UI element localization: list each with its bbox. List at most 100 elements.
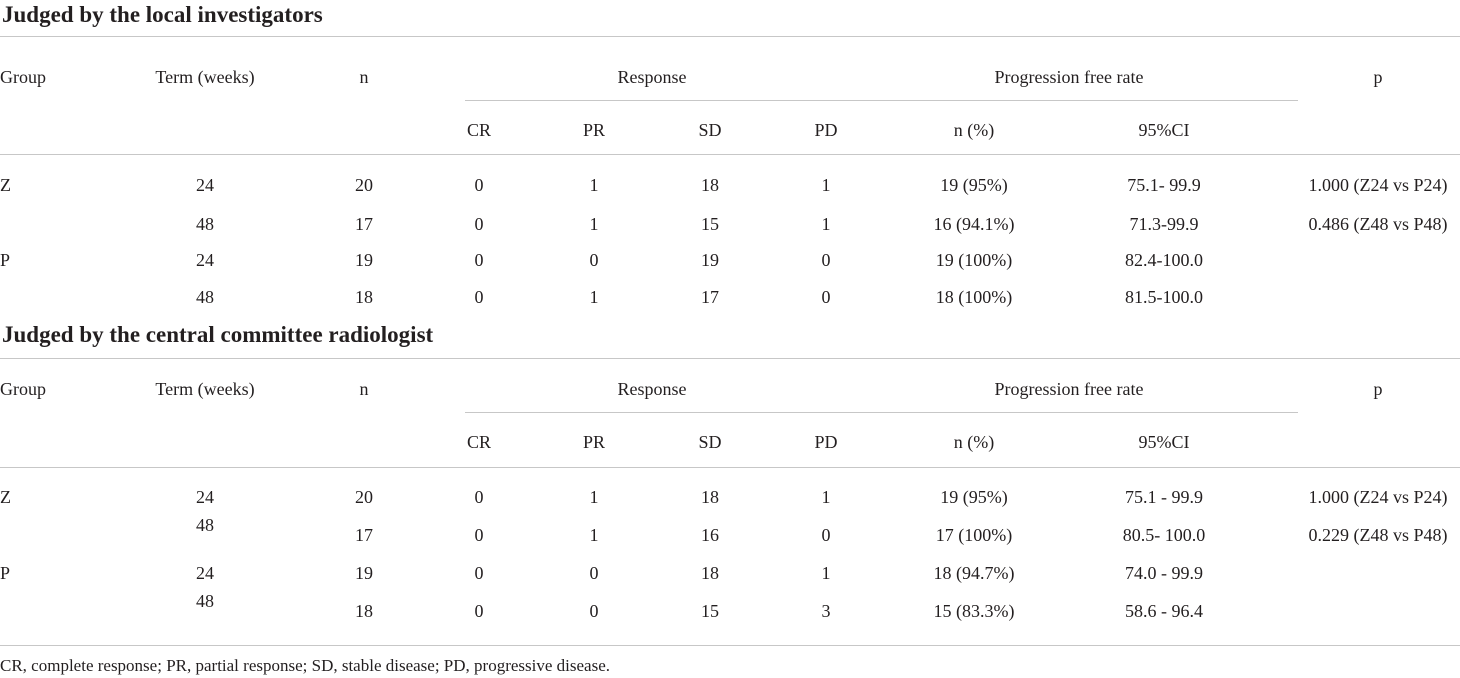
cell-cr: 0 [474, 250, 484, 270]
cell-group: P [0, 563, 11, 583]
cell-term: 48 [196, 515, 214, 535]
header-sd: SD [698, 432, 722, 452]
cell-pr: 1 [589, 287, 599, 307]
cell-n: 20 [355, 487, 373, 507]
cell-n-pct: 19 (100%) [935, 250, 1013, 270]
cell-n: 20 [355, 175, 373, 195]
header-bottom-rule [0, 154, 1460, 155]
header-pd: PD [814, 432, 838, 452]
cell-pd: 1 [821, 175, 831, 195]
cell-term: 24 [196, 487, 214, 507]
cell-sd: 18 [701, 563, 719, 583]
cell-cr: 0 [474, 487, 484, 507]
header-sd: SD [698, 120, 722, 140]
cell-sd: 18 [701, 175, 719, 195]
header-cr: CR [466, 432, 492, 452]
header-response: Response [617, 67, 687, 87]
cell-pd: 0 [821, 525, 831, 545]
header-group: Group [0, 67, 46, 87]
cell-cr: 0 [474, 601, 484, 621]
cell-pr: 0 [589, 563, 599, 583]
cell-n-pct: 18 (100%) [935, 287, 1013, 307]
cell-group: P [0, 250, 11, 270]
cell-ci: 75.1- 99.9 [1127, 175, 1201, 195]
cell-pd: 1 [821, 214, 831, 234]
table-footnote: CR, complete response; PR, partial respo… [0, 656, 610, 675]
cell-sd: 18 [701, 487, 719, 507]
cell-ci: 71.3-99.9 [1129, 214, 1199, 234]
cell-pr: 0 [589, 601, 599, 621]
cell-n: 19 [355, 563, 373, 583]
section-title: Judged by the local investigators [2, 2, 323, 27]
header-term: Term (weeks) [155, 379, 255, 399]
cell-ci: 74.0 - 99.9 [1125, 563, 1203, 583]
cell-pd: 0 [821, 250, 831, 270]
cell-cr: 0 [474, 214, 484, 234]
cell-ci: 81.5-100.0 [1125, 287, 1203, 307]
cell-ci: 58.6 - 96.4 [1125, 601, 1203, 621]
cell-p: 0.486 (Z48 vs P48) [1308, 214, 1448, 234]
header-progression-free-rate: Progression free rate [994, 379, 1144, 399]
header-progression-free-rate: Progression free rate [994, 67, 1144, 87]
cell-pd: 1 [821, 487, 831, 507]
header-response: Response [617, 379, 687, 399]
header-pr: PR [582, 432, 606, 452]
cell-pr: 1 [589, 175, 599, 195]
cell-ci: 82.4-100.0 [1125, 250, 1203, 270]
section-title: Judged by the central committee radiolog… [2, 322, 434, 347]
cell-n: 18 [355, 287, 373, 307]
cell-n-pct: 19 (95%) [940, 175, 1008, 195]
cell-n-pct: 19 (95%) [940, 487, 1008, 507]
section-top-rule [0, 36, 1460, 37]
header-sub-rule [465, 412, 1298, 413]
header-sub-rule [465, 100, 1298, 101]
header-ci: 95%CI [1138, 432, 1190, 452]
cell-sd: 19 [701, 250, 719, 270]
header-n: n [359, 379, 369, 399]
cell-n: 17 [355, 525, 373, 545]
cell-pr: 1 [589, 525, 599, 545]
cell-term: 48 [196, 214, 214, 234]
table-bottom-rule [0, 645, 1460, 646]
cell-group: Z [0, 487, 11, 507]
cell-sd: 16 [701, 525, 719, 545]
header-bottom-rule [0, 467, 1460, 468]
cell-n-pct: 17 (100%) [935, 525, 1013, 545]
cell-term: 24 [196, 250, 214, 270]
header-n-pct: n (%) [953, 432, 995, 452]
header-p: p [1373, 67, 1383, 87]
header-pr: PR [582, 120, 606, 140]
cell-n-pct: 16 (94.1%) [933, 214, 1015, 234]
cell-term: 48 [196, 591, 214, 611]
cell-pr: 1 [589, 487, 599, 507]
header-cr: CR [466, 120, 492, 140]
cell-n: 18 [355, 601, 373, 621]
cell-n-pct: 18 (94.7%) [933, 563, 1015, 583]
cell-n: 19 [355, 250, 373, 270]
cell-p: 0.229 (Z48 vs P48) [1308, 525, 1448, 545]
cell-term: 48 [196, 287, 214, 307]
cell-pd: 0 [821, 287, 831, 307]
header-n-pct: n (%) [953, 120, 995, 140]
cell-cr: 0 [474, 525, 484, 545]
header-pd: PD [814, 120, 838, 140]
cell-ci: 80.5- 100.0 [1122, 525, 1206, 545]
cell-cr: 0 [474, 175, 484, 195]
section-top-rule [0, 358, 1460, 359]
cell-n-pct: 15 (83.3%) [933, 601, 1015, 621]
cell-sd: 15 [701, 214, 719, 234]
cell-ci: 75.1 - 99.9 [1125, 487, 1203, 507]
cell-group: Z [0, 175, 11, 195]
cell-term: 24 [196, 175, 214, 195]
cell-n: 17 [355, 214, 373, 234]
cell-pd: 1 [821, 563, 831, 583]
cell-pr: 1 [589, 214, 599, 234]
cell-p: 1.000 (Z24 vs P24) [1308, 175, 1448, 195]
cell-sd: 17 [701, 287, 719, 307]
cell-p: 1.000 (Z24 vs P24) [1308, 487, 1448, 507]
header-ci: 95%CI [1138, 120, 1190, 140]
cell-pr: 0 [589, 250, 599, 270]
cell-term: 24 [196, 563, 214, 583]
header-n: n [359, 67, 369, 87]
cell-pd: 3 [821, 601, 831, 621]
